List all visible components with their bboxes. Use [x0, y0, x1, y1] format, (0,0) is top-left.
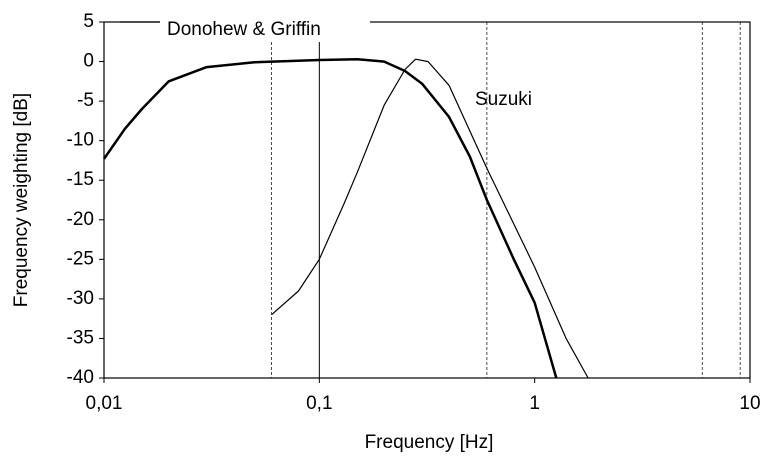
x-tick-label: 0,1: [306, 393, 332, 414]
series-label: Suzuki: [475, 89, 532, 110]
y-axis-label: Frequency weighting [dB]: [11, 93, 32, 307]
y-tick-label: -30: [67, 288, 94, 309]
x-tick-label: 0,01: [86, 393, 123, 414]
y-tick-label: -35: [67, 327, 94, 348]
y-tick-label: -5: [77, 90, 94, 111]
y-tick-label: -10: [67, 130, 94, 151]
series-label: Donohew & Griffin: [167, 19, 321, 40]
plot-frame: [103, 21, 751, 379]
y-tick-label: -25: [67, 248, 94, 269]
y-tick-label: 5: [83, 11, 94, 32]
x-axis-label: Frequency [Hz]: [365, 432, 494, 453]
y-tick-label: -40: [67, 367, 94, 388]
x-tick-label: 1: [529, 393, 540, 414]
series-line: [271, 58, 589, 379]
y-tick-label: 0: [83, 51, 94, 72]
y-tick-label: -15: [67, 169, 94, 190]
label-bg: [160, 16, 370, 42]
y-tick-label: -20: [67, 209, 94, 230]
series-line: [102, 57, 558, 379]
x-tick-label: 10: [739, 393, 760, 414]
